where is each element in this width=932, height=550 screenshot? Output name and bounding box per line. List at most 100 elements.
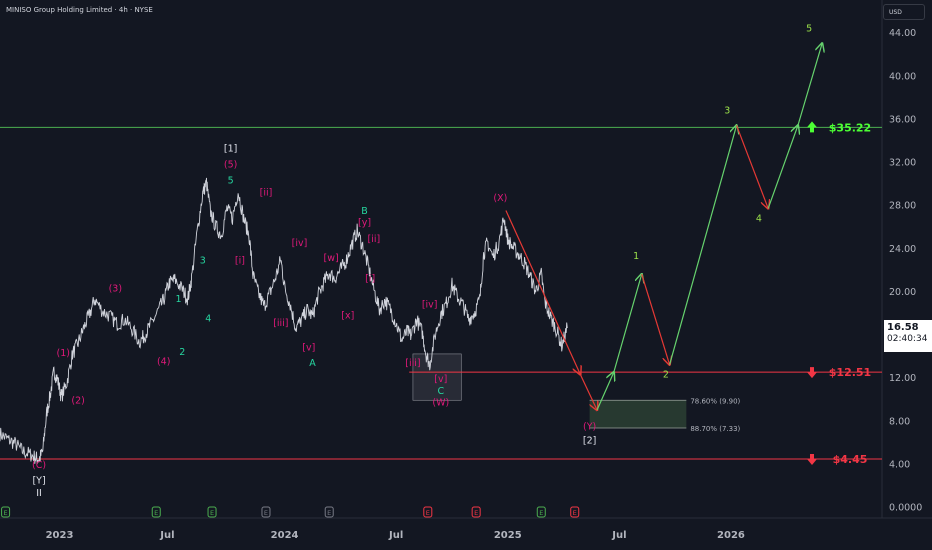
wave-label: (4) xyxy=(157,357,170,368)
projection-arrow xyxy=(767,125,798,209)
wave-label: [i] xyxy=(365,274,375,285)
wave-label: [1] xyxy=(224,143,237,154)
projection-arrow xyxy=(735,125,769,208)
earnings-marker-label: E xyxy=(4,509,8,517)
wave-label: [iv] xyxy=(422,300,438,311)
projection-arrow xyxy=(613,274,642,373)
level-label: $35.22 xyxy=(829,121,871,134)
y-tick-label: 12.00 xyxy=(889,373,916,384)
x-tick-label: 2023 xyxy=(46,530,74,541)
wave-label: 2 xyxy=(179,347,185,358)
x-tick-label: Jul xyxy=(611,530,626,541)
projection-arrow xyxy=(641,273,670,365)
projection-arrow xyxy=(505,210,580,375)
wave-label: (W) xyxy=(432,398,449,409)
currency-badge[interactable]: USD xyxy=(883,4,925,20)
earnings-marker-label: E xyxy=(264,509,268,517)
wave-label: 3 xyxy=(724,106,730,117)
y-tick-label: 32.00 xyxy=(889,158,916,169)
arrow-down-icon xyxy=(807,367,817,379)
earnings-marker-label: E xyxy=(154,509,158,517)
earnings-marker xyxy=(1,506,11,518)
arrow-up-icon xyxy=(807,121,817,133)
wave-label: [iv] xyxy=(292,238,308,249)
wave-label: II xyxy=(36,488,42,499)
wave-label: 2 xyxy=(663,370,669,381)
projection-arrow xyxy=(596,372,614,411)
x-tick-label: Jul xyxy=(159,530,174,541)
earnings-marker xyxy=(471,506,481,518)
fib-label-887: 88.70% (7.33) xyxy=(690,425,740,433)
wave-label: A xyxy=(309,358,316,369)
wave-label: 4 xyxy=(756,213,762,224)
wave-label: [x] xyxy=(341,310,354,321)
earnings-marker xyxy=(570,506,580,518)
y-tick-label: 40.00 xyxy=(889,71,916,82)
wave-label: (3) xyxy=(109,283,122,294)
earnings-marker-label: E xyxy=(327,509,331,517)
wave-label: [i] xyxy=(235,255,245,266)
price-series xyxy=(0,177,568,464)
wave-label: 1 xyxy=(633,251,639,262)
earnings-marker-label: E xyxy=(210,509,214,517)
wave-label: [ii] xyxy=(260,187,273,198)
wave-label: (5) xyxy=(224,159,237,170)
projection-arrow xyxy=(669,125,737,365)
earnings-marker xyxy=(536,506,546,518)
y-tick-label: 4.00 xyxy=(889,459,910,470)
wave-label: [ii] xyxy=(368,234,381,245)
bar-countdown: 02:40:34 xyxy=(887,334,928,344)
wave-label: [y] xyxy=(358,218,371,229)
fib-label-786: 78.60% (9.90) xyxy=(690,397,740,405)
arrow-down-icon xyxy=(807,454,817,466)
y-tick-label: 8.00 xyxy=(889,416,910,427)
wave-label: (Y) xyxy=(583,421,596,432)
wave-label: 5 xyxy=(806,24,812,35)
wave-label: [iii] xyxy=(405,358,420,369)
earnings-marker xyxy=(151,506,161,518)
wave-label: [2] xyxy=(583,435,596,446)
wave-label: [v] xyxy=(302,343,315,354)
wave-label: (X) xyxy=(493,193,507,204)
y-tick-label: 20.00 xyxy=(889,287,916,298)
earnings-marker xyxy=(261,506,271,518)
x-tick-label: 2025 xyxy=(494,530,522,541)
earnings-marker-label: E xyxy=(474,509,478,517)
fib-zone xyxy=(589,400,687,428)
wave-label: [w] xyxy=(323,253,338,264)
y-tick-label: 36.00 xyxy=(889,114,916,125)
wave-label: (1) xyxy=(57,348,70,359)
wave-label: 4 xyxy=(205,314,211,325)
y-tick-label: 0.0000 xyxy=(889,503,922,514)
level-label: $12.51 xyxy=(829,366,871,379)
earnings-marker xyxy=(423,506,433,518)
wave-label: B xyxy=(361,206,368,217)
wave-label: (2) xyxy=(71,396,84,407)
level-label: $4.45 xyxy=(833,453,868,466)
wave-label: [v] xyxy=(434,374,447,385)
x-tick-label: Jul xyxy=(388,530,403,541)
current-price-tag: 16.58 02:40:34 xyxy=(884,320,932,352)
x-tick-label: 2026 xyxy=(717,530,745,541)
earnings-marker-label: E xyxy=(426,509,430,517)
current-price: 16.58 xyxy=(887,322,919,333)
y-tick-label: 28.00 xyxy=(889,201,916,212)
earnings-marker-label: E xyxy=(573,509,577,517)
y-tick-label: 44.00 xyxy=(889,28,916,39)
x-tick-label: 2024 xyxy=(271,530,299,541)
wave-label: [iii] xyxy=(273,318,288,329)
wave-label: 5 xyxy=(228,176,234,187)
earnings-marker-label: E xyxy=(539,509,543,517)
earnings-marker xyxy=(207,506,217,518)
wave-label: [Y] xyxy=(32,475,45,486)
chart-title: MINISO Group Holding Limited · 4h · NYSE xyxy=(6,6,153,14)
wave-label: (C) xyxy=(32,460,46,471)
projection-arrow xyxy=(797,43,822,126)
earnings-marker xyxy=(324,506,334,518)
wave-label: 3 xyxy=(200,255,206,266)
correction-box xyxy=(412,353,462,401)
projection-arrow xyxy=(579,374,597,410)
wave-label: 1 xyxy=(176,294,182,305)
